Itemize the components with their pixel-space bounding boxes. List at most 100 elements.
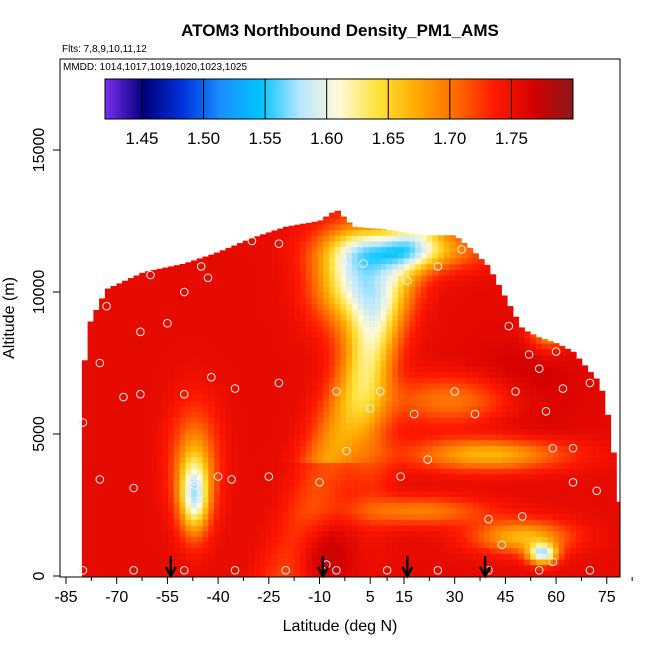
heat-cell [208,269,215,276]
heat-cell [214,252,221,259]
heat-cell [472,451,479,458]
heat-cell [484,490,491,498]
heat-cell [357,479,364,486]
heat-cell [231,246,238,253]
heat-cell [254,507,261,515]
heat-cell [323,216,330,219]
heat-cell [340,496,347,503]
heat-cell [386,428,393,435]
heat-cell [139,541,146,549]
heat-cell [110,456,117,463]
heat-cell [357,496,364,503]
heat-cell [265,232,273,236]
heat-cell [225,354,232,361]
heat-cell [145,541,152,549]
heat-cell [466,280,474,287]
heat-cell [104,292,112,299]
heat-cell [219,519,227,526]
heat-cell [265,502,273,509]
heat-cell [231,456,238,463]
heat-cell [409,263,416,270]
heat-cell [225,303,232,310]
heat-cell [443,314,451,321]
heat-cell [87,564,94,571]
heat-cell [202,405,209,412]
heat-cell [547,456,554,463]
heat-cell [300,354,307,361]
heat-cell [530,334,537,339]
heat-cell [242,547,250,554]
heat-cell [237,502,244,509]
heat-cell [346,235,353,242]
heat-cell [323,473,330,481]
heat-cell [334,240,341,248]
heat-cell [380,263,387,270]
heat-cell [156,297,163,304]
heat-cell [357,536,364,543]
heat-cell [397,360,405,367]
heat-cell [237,553,244,560]
heat-cell [518,519,525,526]
heat-cell [214,303,221,310]
heat-cell [501,559,508,566]
heat-cell [455,360,462,367]
heat-cell [208,360,215,367]
heat-cell [443,559,451,566]
heat-cell [409,502,416,509]
heat-cell [202,309,209,316]
heat-cell [380,246,387,253]
heat-cell [535,445,543,452]
heat-cell [179,280,186,287]
heat-cell [489,490,497,498]
heat-cell [432,303,439,310]
heat-cell [541,513,548,520]
heat-cell [438,269,445,276]
heat-cell [87,456,94,463]
heat-cell [564,473,571,481]
heat-cell [133,331,140,339]
heat-cell [524,502,531,509]
heat-cell [214,382,221,390]
heat-cell [317,502,324,509]
heat-cell [357,235,364,242]
heat-cell [81,530,89,537]
heat-cell [127,468,135,475]
heat-cell [374,240,382,248]
heat-cell [530,496,537,503]
heat-cell [191,303,198,310]
heat-cell [99,428,106,435]
heat-cell [162,570,169,577]
heat-cell [438,405,445,412]
heat-cell [397,496,405,503]
heat-cell [466,348,474,356]
heat-cell [346,490,353,498]
heat-cell [392,434,399,441]
heat-cell [507,456,514,463]
heat-cell [145,496,152,503]
heat-cell [156,422,163,429]
heat-cell [214,417,221,424]
heat-cell [455,468,462,475]
heat-cell [426,559,433,566]
heat-cell [386,371,393,378]
heat-cell [173,292,181,299]
heat-cell [122,280,129,287]
heat-cell [254,240,261,248]
heat-cell [237,320,244,327]
heat-cell [461,513,468,520]
heat-cell [524,348,531,356]
heat-cell [392,553,399,560]
heat-cell [99,360,106,367]
heat-cell [587,502,594,509]
heat-cell [231,252,238,259]
heat-cell [87,570,94,577]
heat-cell [300,223,307,231]
heat-cell [558,519,566,526]
heat-cell [386,502,393,509]
heat-cell [374,570,382,577]
heat-cell [363,365,370,373]
heat-cell [311,479,318,486]
heat-cell [420,496,428,503]
heat-cell [455,502,462,509]
heat-cell [420,371,428,378]
